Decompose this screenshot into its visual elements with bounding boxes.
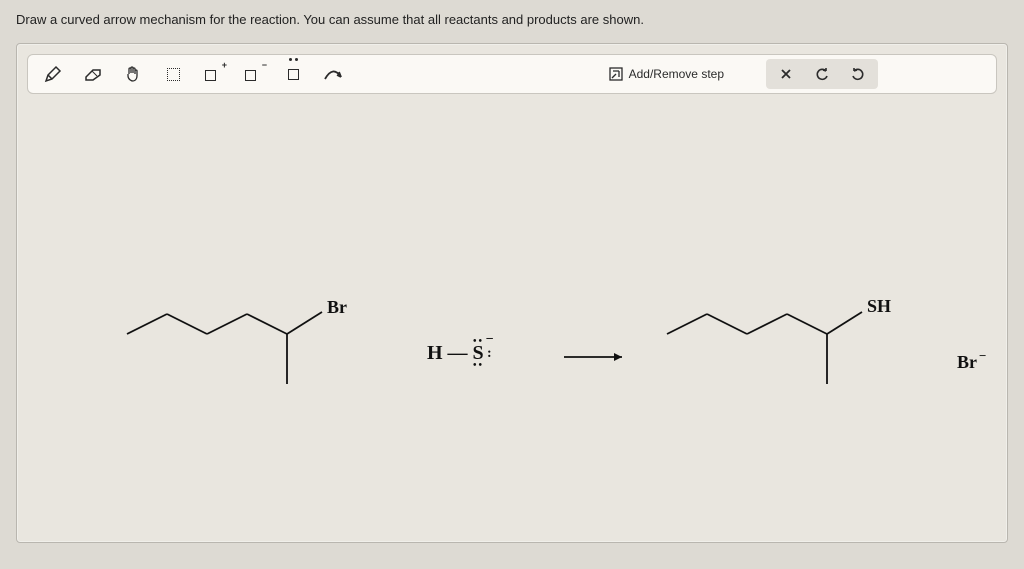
curved-arrow-icon[interactable]	[314, 59, 352, 89]
right-tool-group	[766, 59, 878, 89]
charge-plus-icon[interactable]: +	[194, 59, 232, 89]
undo-icon[interactable]	[804, 61, 840, 87]
redo-icon[interactable]	[840, 61, 876, 87]
product-sh-label: SH	[867, 296, 891, 317]
lone-pair-icon[interactable]	[274, 59, 312, 89]
close-icon[interactable]	[768, 61, 804, 87]
toolbar: + − Add/Remove step	[27, 54, 997, 94]
product-thiol	[657, 294, 887, 404]
reactant-alkylbromide	[117, 294, 347, 404]
drawing-panel: + − Add/Remove step	[16, 43, 1008, 543]
reaction-arrow-icon	[562, 350, 632, 364]
pencil-tool-icon[interactable]	[34, 59, 72, 89]
select-box-icon[interactable]	[154, 59, 192, 89]
charge-minus-icon[interactable]: −	[234, 59, 272, 89]
hand-tool-icon[interactable]	[114, 59, 152, 89]
eraser-tool-icon[interactable]	[74, 59, 112, 89]
add-remove-step-button[interactable]: Add/Remove step	[603, 67, 734, 81]
reactant-br-label: Br	[327, 297, 347, 318]
instruction-text: Draw a curved arrow mechanism for the re…	[16, 12, 1008, 27]
reagent-hs-anion: H — S : − •• ••	[427, 342, 484, 365]
reaction-canvas[interactable]: Br H — S : − •• •• SH Br−	[17, 104, 1007, 542]
product-br-label: Br	[957, 352, 977, 372]
add-remove-step-label: Add/Remove step	[629, 67, 724, 81]
product-br-anion: Br−	[957, 352, 986, 373]
